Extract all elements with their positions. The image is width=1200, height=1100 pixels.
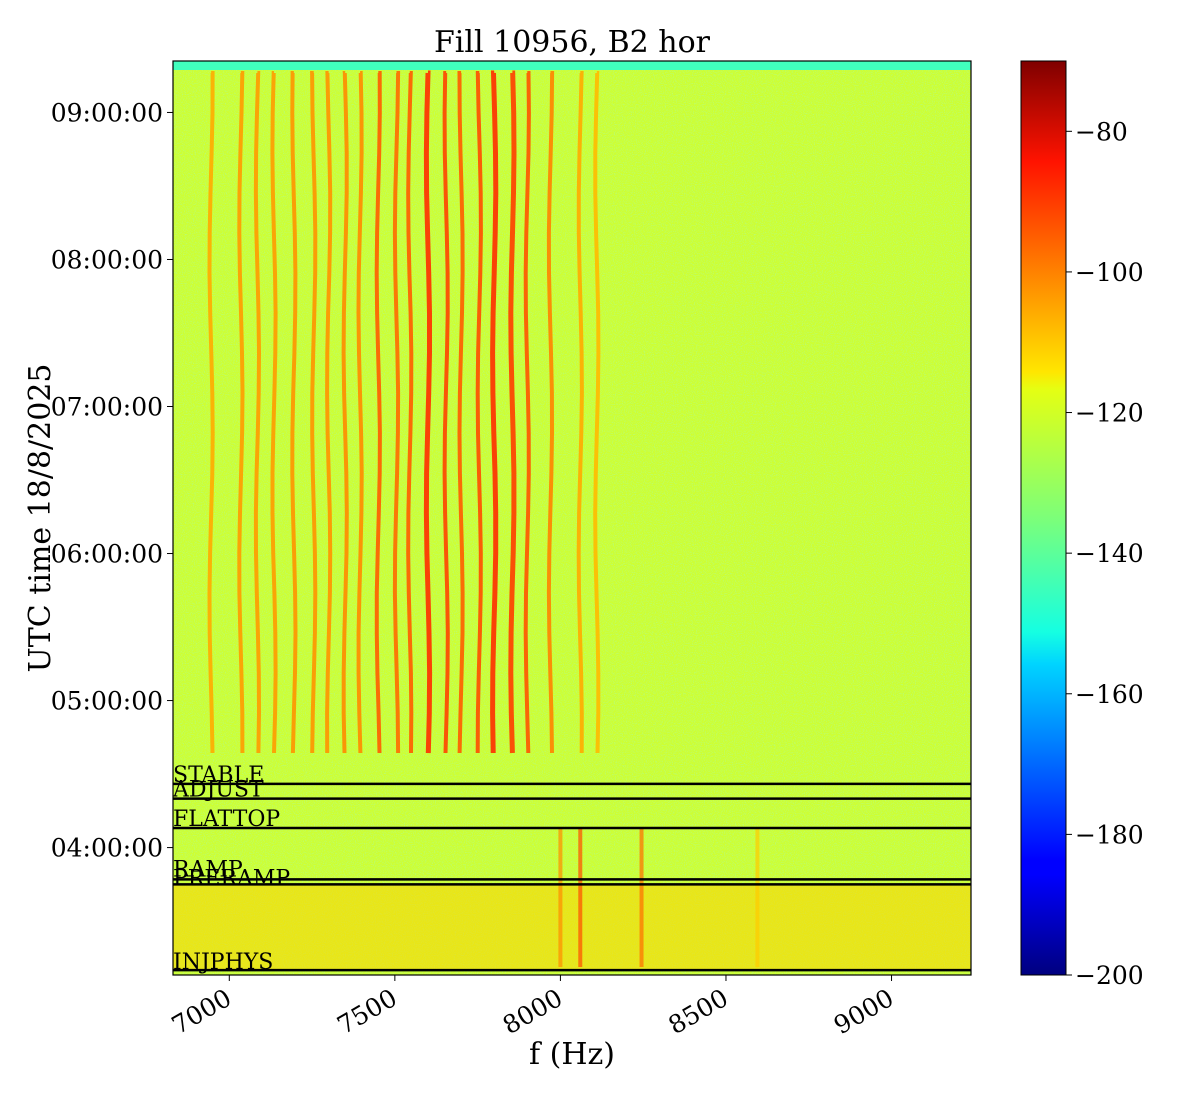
x-tick-label: 8000 (498, 983, 568, 1040)
x-axis-label: f (Hz) (529, 1037, 615, 1072)
spectral-artifact (639, 827, 644, 967)
colorbar-ticks: −80 −100 −120 −140 −160 −180 −200 (1066, 117, 1144, 990)
phase-label-preramp: PRERAMP (173, 866, 290, 891)
spectral-artifact (755, 827, 760, 967)
spectral-line (207, 71, 215, 754)
spectral-line (310, 71, 318, 754)
spectral-line (423, 70, 433, 754)
spectral-line (341, 71, 349, 754)
spectral-artifact (558, 827, 563, 967)
plot-area (173, 61, 971, 975)
phase-label-adjust: ADJUST (172, 778, 264, 803)
spectral-line (576, 71, 584, 754)
phase-label-flattop: FLATTOP (173, 807, 280, 832)
colorbar-tick-label: −200 (1075, 961, 1144, 990)
x-axis-ticks: 7000 7500 8000 8500 9000 (167, 975, 899, 1040)
spectral-line (523, 71, 531, 754)
colorbar-tick-label: −140 (1075, 539, 1144, 568)
phase-label-stable: STABLE (173, 763, 264, 788)
x-tick-label: 7000 (167, 983, 237, 1040)
colorbar (1020, 60, 1067, 976)
spectral-line (406, 71, 414, 754)
y-tick-label: 05:00:00 (51, 687, 163, 716)
broadband-region (173, 884, 971, 969)
y-axis-ticks: 04:00:00 05:00:00 06:00:00 07:00:00 08:00:00… (51, 98, 173, 863)
y-tick-label: 07:00:00 (51, 393, 163, 422)
x-tick-label: 9000 (829, 983, 899, 1040)
spectral-line (475, 71, 483, 754)
colorbar-tick-label: −160 (1075, 680, 1144, 709)
spectral-line (508, 70, 517, 754)
x-tick-label: 8500 (663, 983, 733, 1040)
spectral-line (593, 71, 601, 754)
spectral-line (490, 70, 499, 754)
y-tick-label: 06:00:00 (51, 540, 163, 569)
colorbar-tick-label: −80 (1075, 117, 1128, 146)
y-tick-label: 08:00:00 (51, 245, 163, 274)
spectral-line (442, 71, 450, 754)
spectral-line (457, 71, 465, 754)
y-tick-label: 09:00:00 (51, 98, 163, 127)
phase-label-injphys: INJPHYS (173, 950, 273, 975)
phase-label-ramp: RAMP (173, 857, 243, 882)
colorbar-tick-label: −180 (1075, 820, 1144, 849)
y-tick-label: 04:00:00 (51, 834, 163, 863)
spectral-line (546, 71, 555, 754)
spectral-line (356, 71, 364, 754)
x-tick-label: 7500 (332, 983, 402, 1040)
colorbar-tick-label: −100 (1075, 258, 1144, 287)
colorbar-tick-label: −120 (1075, 399, 1144, 428)
y-axis-label: UTC time 18/8/2025 (23, 364, 58, 673)
spectral-line (290, 71, 298, 754)
spectral-line (374, 71, 382, 754)
plot-frame (172, 60, 972, 976)
spectral-artifact (578, 827, 583, 967)
spectral-line (237, 71, 245, 754)
spectrogram-noise (173, 61, 971, 975)
chart-title: Fill 10956, B2 hor (434, 25, 711, 60)
spectral-line (253, 71, 262, 754)
spectral-line (270, 71, 278, 754)
spectrogram-data-edge (173, 61, 971, 70)
spectral-line (325, 71, 333, 754)
spectral-line (392, 71, 401, 754)
